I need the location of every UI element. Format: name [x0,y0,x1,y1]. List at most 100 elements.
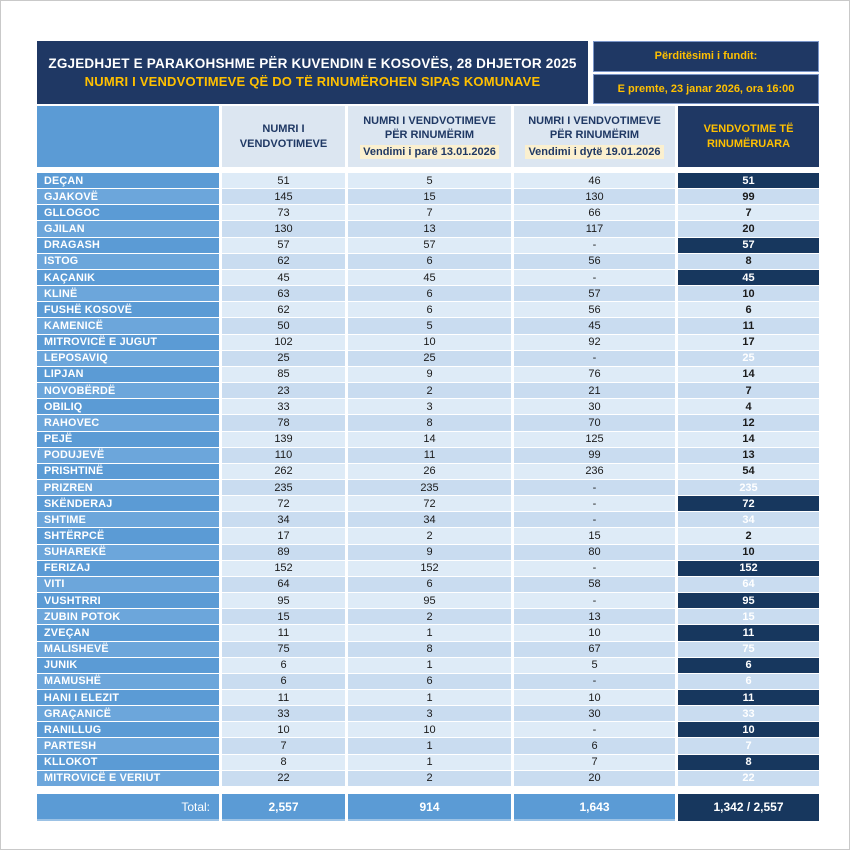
first-decision-cell: 26 [348,463,511,479]
municipality-name-cell: KAMENICË [37,318,219,334]
recounted-cell: 12 [678,415,819,431]
recounted-cell: 235 [678,479,819,496]
table-row: OBILIQ 33 3 30 4 [37,399,819,415]
municipality-name-cell: ZUBIN POTOK [37,609,219,625]
second-decision-cell: 99 [514,447,675,463]
table-row: GJAKOVË 145 15 130 99 [37,189,819,205]
table-row: FERIZAJ 152 152-152 [37,560,819,576]
second-decision-cell: 56 [514,253,675,269]
table-row: NOVOBËRDË 23 2 21 7 [37,383,819,399]
first-decision-cell: 6 [348,253,511,269]
last-update-label: Përditësimi i fundit: [593,41,819,72]
table-row: GRAÇANICË 33 3 30 33 [37,706,819,722]
second-decision-cell: 30 [514,706,675,722]
recounted-cell: 17 [678,334,819,350]
header-second-decision-date: Vendimi i dytë 19.01.2026 [525,145,664,160]
recounted-cell: 45 [678,269,819,286]
second-decision-cell: 10 [514,690,675,706]
first-decision-cell: 8 [348,415,511,431]
second-decision-cell: - [514,673,675,689]
table-row: SHTIME 34 34-34 [37,512,819,528]
municipality-name-cell: HANI I ELEZIT [37,690,219,706]
table-header: NUMRI I VENDVOTIMEVE NUMRI I VENDVOTIMEV… [37,106,819,167]
recounted-cell: 15 [678,609,819,625]
municipality-name-cell: RANILLUG [37,722,219,738]
table-row: ZVEÇAN 11 1 10 11 [37,625,819,641]
table-row: DEÇAN 51 5 46 51 [37,173,819,189]
second-decision-cell: 7 [514,754,675,770]
table-row: MAMUSHË 6 6-6 [37,673,819,689]
stations-cell: 51 [222,173,345,189]
municipality-name-cell: SHTIME [37,512,219,528]
municipality-name-cell: GJILAN [37,221,219,237]
header-first-decision-line1: NUMRI I VENDVOTIMEVE [363,114,496,127]
second-decision-cell: 130 [514,189,675,205]
municipality-name-cell: ISTOG [37,253,219,269]
first-decision-cell: 1 [348,625,511,641]
municipality-name-cell: MITROVICË E VERIUT [37,770,219,786]
municipality-name-cell: GJAKOVË [37,189,219,205]
page-subtitle: NUMRI I VENDVOTIMEVE QË DO TË RINUMËROHE… [84,74,541,89]
stations-cell: 45 [222,269,345,286]
second-decision-cell: 67 [514,641,675,657]
first-decision-cell: 72 [348,496,511,512]
recounted-cell: 8 [678,754,819,770]
stations-cell: 85 [222,366,345,383]
first-decision-cell: 152 [348,560,511,576]
first-decision-cell: 6 [348,673,511,689]
table-row: SKËNDERAJ 72 72-72 [37,496,819,512]
municipality-name-cell: KAÇANIK [37,269,219,286]
second-decision-cell: 66 [514,205,675,221]
second-decision-cell: 10 [514,625,675,641]
first-decision-cell: 235 [348,479,511,496]
recounted-cell: 54 [678,463,819,479]
first-decision-cell: 8 [348,641,511,657]
first-decision-cell: 9 [348,366,511,383]
first-decision-cell: 5 [348,173,511,189]
stations-cell: 50 [222,318,345,334]
last-update-panel: Përditësimi i fundit: E premte, 23 janar… [593,41,819,104]
table-row: RANILLUG 10 10-10 [37,722,819,738]
table-row: LEPOSAVIQ 25 25-25 [37,350,819,366]
recounted-cell: 10 [678,722,819,738]
first-decision-cell: 5 [348,318,511,334]
second-decision-cell: 117 [514,221,675,237]
first-decision-cell: 1 [348,690,511,706]
first-decision-cell: 1 [348,738,511,754]
second-decision-cell: 13 [514,609,675,625]
stations-cell: 34 [222,512,345,528]
municipality-name-cell: NOVOBËRDË [37,383,219,399]
second-decision-cell: 58 [514,576,675,593]
recounted-cell: 11 [678,625,819,641]
header-total-stations-line1: NUMRI I [262,123,305,136]
recounted-cell: 7 [678,383,819,399]
second-decision-cell: - [514,593,675,609]
municipality-name-cell: FERIZAJ [37,560,219,576]
table-row: KAMENICË 50 5 45 11 [37,318,819,334]
stations-cell: 130 [222,221,345,237]
second-decision-cell: - [514,479,675,496]
header-first-decision-date: Vendimi i parë 13.01.2026 [360,145,499,160]
recounted-cell: 34 [678,512,819,528]
table-row: GJILAN 130 13 117 20 [37,221,819,237]
total-recounted: 1,342 / 2,557 [678,794,819,821]
second-decision-cell: 45 [514,318,675,334]
second-decision-cell: 20 [514,770,675,786]
second-decision-cell: 70 [514,415,675,431]
header-recounted-line1: VENDVOTIME TË [703,123,794,136]
stations-cell: 6 [222,657,345,673]
table-row: MALISHEVË 75 8 67 75 [37,641,819,657]
recounted-cell: 57 [678,237,819,253]
recounted-cell: 11 [678,318,819,334]
table-row: PRISHTINË 262 26 236 54 [37,463,819,479]
total-first-decision: 914 [348,794,511,821]
table-row: MITROVICË E VERIUT 22 2 20 22 [37,770,819,786]
recounted-cell: 13 [678,447,819,463]
stations-cell: 75 [222,641,345,657]
first-decision-cell: 10 [348,722,511,738]
recounted-cell: 33 [678,706,819,722]
stations-cell: 89 [222,544,345,560]
table-row: PODUJEVË 110 11 99 13 [37,447,819,463]
second-decision-cell: 46 [514,173,675,189]
second-decision-cell: 125 [514,431,675,447]
